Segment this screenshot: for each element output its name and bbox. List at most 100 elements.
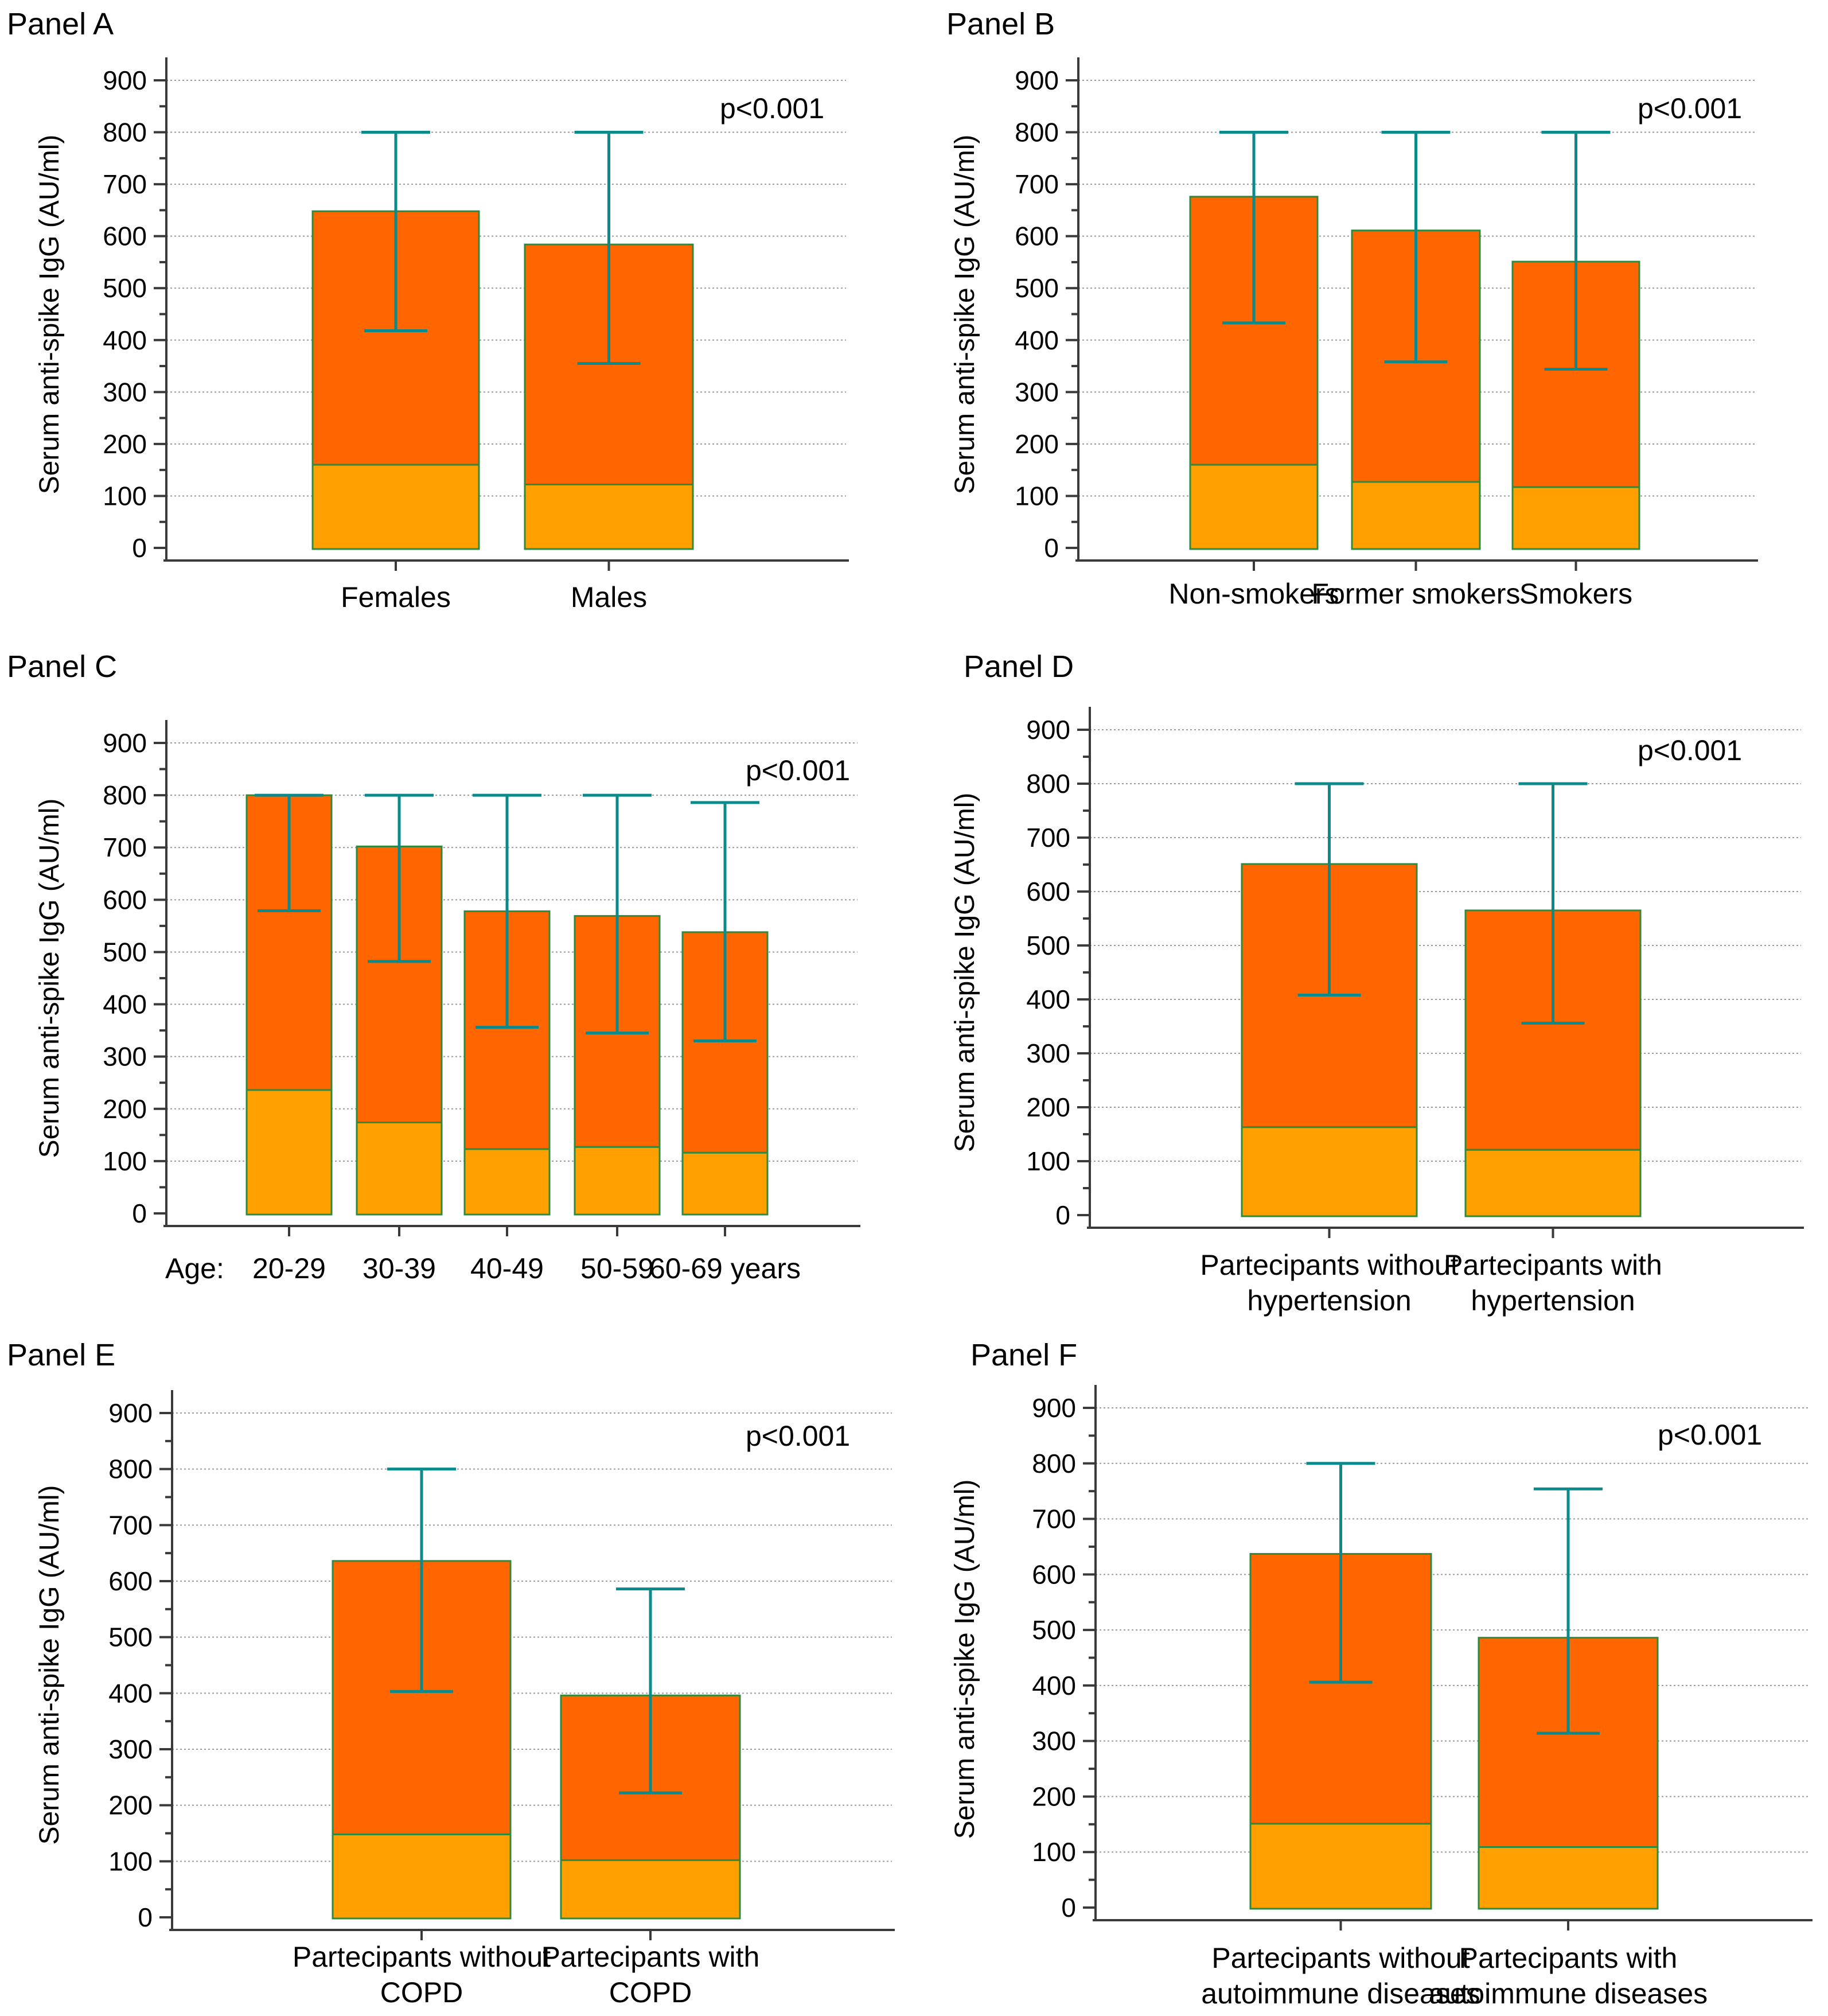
x-category-label: hypertension — [1471, 1285, 1635, 1317]
y-tick-label: 600 — [1026, 877, 1070, 906]
panel-f: Panel F 0 100 200 300 400 500 600 700 800 900 Serum… — [929, 1331, 1828, 2016]
bar-group — [245, 793, 333, 1216]
y-tick-label: 600 — [103, 221, 147, 251]
chart-svg: Panel D 0 100 200 300 400 500 600 700 800 900 Serum… — [950, 649, 1804, 1317]
panel-title: Panel A — [7, 7, 114, 41]
y-tick-label: 0 — [1061, 1893, 1076, 1922]
bar-lower-segment — [524, 484, 694, 550]
y-tick-label: 800 — [108, 1454, 153, 1484]
y-tick-label: 600 — [108, 1566, 153, 1596]
y-tick-label: 200 — [103, 429, 147, 459]
bar-group — [574, 793, 661, 1216]
y-tick-label: 100 — [108, 1846, 153, 1876]
y-tick-label: 0 — [132, 1198, 147, 1228]
bar-group — [524, 131, 694, 550]
panel-title: Panel F — [970, 1338, 1077, 1372]
bar-group — [1511, 131, 1640, 550]
x-category-label: autoimmune diseases — [1201, 1978, 1480, 2010]
bar-lower-segment — [1464, 1149, 1642, 1217]
panel-title: Panel D — [964, 649, 1074, 684]
y-tick-label: 0 — [132, 533, 147, 563]
y-tick-label: 500 — [103, 937, 147, 967]
y-tick-label: 400 — [108, 1678, 153, 1708]
y-tick-label: 300 — [103, 1042, 147, 1072]
y-tick-label: 800 — [103, 118, 147, 147]
y-tick-label: 200 — [1032, 1781, 1076, 1811]
bar-lower-segment — [332, 1833, 512, 1920]
panel-title: Panel C — [7, 649, 117, 684]
bar-group — [463, 793, 551, 1216]
y-tick-label: 800 — [1015, 118, 1059, 147]
bar-group — [1241, 782, 1418, 1217]
panel-b: Panel B 0 100 200 300 400 500 600 700 800 900 Serum… — [912, 0, 1828, 637]
bar-lower-segment — [1351, 481, 1481, 550]
y-tick-label: 500 — [1026, 931, 1070, 960]
y-axis-label: Serum anti-spike IgG (AU/ml) — [950, 135, 980, 495]
panel-title: Panel B — [946, 7, 1055, 41]
y-tick-label: 100 — [1032, 1837, 1076, 1867]
y-tick-label: 900 — [108, 1398, 153, 1428]
y-tick-label: 600 — [1032, 1559, 1076, 1589]
x-category-label: 40-49 — [470, 1252, 544, 1285]
chart-svg: Panel F 0 100 200 300 400 500 600 700 800 900 Serum… — [950, 1338, 1813, 2010]
bar-lower-segment — [560, 1859, 741, 1920]
y-tick-label: 900 — [103, 65, 147, 95]
bar-lower-segment — [574, 1146, 661, 1216]
x-category-label: Males — [571, 581, 647, 613]
y-axis-label: Serum anti-spike IgG (AU/ml) — [950, 793, 980, 1153]
bar-lower-segment — [463, 1148, 551, 1216]
y-tick-label: 100 — [1015, 481, 1059, 511]
x-category-label: 50-59 — [580, 1252, 654, 1285]
bar-lower-segment — [245, 1089, 333, 1216]
x-category-label: Partecipants without — [1211, 1942, 1470, 1974]
y-tick-label: 800 — [1026, 769, 1070, 799]
x-category-label: hypertension — [1247, 1285, 1411, 1317]
bar-lower-segment — [1189, 464, 1319, 550]
bar-group — [1189, 131, 1319, 550]
x-category-label: Partecipants with — [1459, 1942, 1678, 1974]
y-axis-label: Serum anti-spike IgG (AU/ml) — [34, 799, 65, 1158]
x-category-label: Non-smokers — [1168, 578, 1339, 610]
p-value-annotation: p<0.001 — [1638, 734, 1742, 766]
y-tick-label: 200 — [1015, 429, 1059, 459]
panel-e: Panel E 0 100 200 300 400 500 600 700 800 900 Serum… — [0, 1331, 901, 2016]
chart-svg: Panel B 0 100 200 300 400 500 600 700 800 900 Serum… — [946, 7, 1758, 610]
bar-group — [560, 1587, 741, 1920]
y-tick-label: 700 — [108, 1510, 153, 1540]
y-tick-label: 700 — [1026, 823, 1070, 853]
y-tick-label: 0 — [138, 1902, 153, 1932]
p-value-annotation: p<0.001 — [746, 1420, 850, 1452]
chart-svg: Panel A 0 100 200 300 400 500 600 700 800 900 Serum… — [7, 7, 849, 613]
x-category-label: COPD — [380, 1976, 463, 2009]
bar-group — [311, 131, 480, 550]
y-tick-label: 500 — [1015, 273, 1059, 303]
y-tick-label: 200 — [103, 1094, 147, 1124]
bar-group — [356, 793, 443, 1216]
bar-group — [1478, 1487, 1659, 1910]
y-tick-label: 300 — [108, 1734, 153, 1764]
y-axis-label: Serum anti-spike IgG (AU/ml) — [34, 135, 65, 495]
y-tick-label: 600 — [1015, 221, 1059, 251]
y-tick-label: 500 — [108, 1622, 153, 1652]
x-category-label: 20-29 — [252, 1252, 326, 1285]
bar-group — [1464, 782, 1642, 1217]
x-category-label: Partecipants with — [541, 1941, 760, 1973]
bar-lower-segment — [1241, 1126, 1418, 1217]
y-tick-label: 900 — [1015, 65, 1059, 95]
y-tick-label: 300 — [103, 377, 147, 407]
x-category-label: Smokers — [1519, 578, 1632, 610]
x-category-label: 60-69 years — [649, 1252, 801, 1285]
y-tick-label: 400 — [1032, 1671, 1076, 1700]
y-tick-label: 400 — [1015, 325, 1059, 355]
y-tick-label: 700 — [103, 832, 147, 862]
bar-group — [332, 1468, 512, 1920]
x-category-label: COPD — [609, 1976, 692, 2009]
x-category-label: autoimmune diseases — [1429, 1978, 1708, 2010]
p-value-annotation: p<0.001 — [1658, 1419, 1762, 1451]
y-tick-label: 700 — [1032, 1504, 1076, 1534]
y-tick-label: 300 — [1032, 1726, 1076, 1756]
y-axis-label: Serum anti-spike IgG (AU/ml) — [950, 1480, 980, 1839]
y-tick-label: 100 — [103, 481, 147, 511]
x-category-label: Partecipants without — [293, 1941, 551, 1973]
panel-c: Panel C 0 100 200 300 400 500 600 700 800 900 Serum… — [0, 643, 872, 1308]
